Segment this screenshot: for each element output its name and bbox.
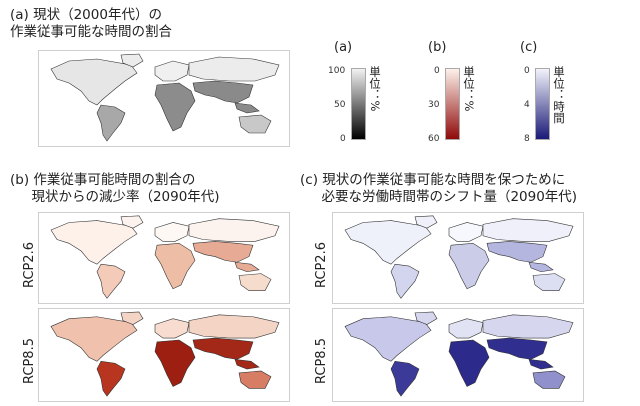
map-africa bbox=[448, 243, 490, 290]
colorbar-a-tick: 50 bbox=[334, 100, 346, 110]
map-asia-south bbox=[486, 241, 548, 263]
map-australia bbox=[532, 273, 566, 291]
map-africa bbox=[154, 339, 196, 387]
map-panel-b-rcp85 bbox=[38, 308, 290, 402]
map-south-america bbox=[390, 263, 420, 299]
colorbar-b-tick: 60 bbox=[428, 134, 440, 144]
map-greenland bbox=[120, 215, 144, 229]
map-asia-north bbox=[482, 218, 574, 242]
map-greenland bbox=[120, 53, 144, 68]
map-southeast-asia bbox=[528, 359, 554, 370]
colorbar-b-label: (b) bbox=[428, 40, 447, 55]
world-map bbox=[344, 215, 574, 299]
map-africa bbox=[154, 243, 196, 290]
colorbar-c bbox=[535, 68, 550, 140]
world-map bbox=[50, 53, 280, 142]
panel-b-title: (b) 作業従事可能時間の割合の 現状からの減少率（2090年代) bbox=[10, 172, 220, 205]
map-southeast-asia bbox=[234, 102, 260, 114]
map-south-america bbox=[96, 360, 126, 397]
world-map bbox=[344, 311, 574, 397]
map-asia-north bbox=[188, 314, 280, 339]
map-europe bbox=[154, 222, 190, 242]
scenario-label-rcp26-c: RCP2.6 bbox=[314, 242, 329, 288]
map-asia-north bbox=[188, 56, 280, 82]
map-south-america bbox=[390, 360, 420, 397]
map-africa bbox=[154, 82, 196, 132]
colorbar-a-tick: 0 bbox=[340, 134, 346, 144]
map-north-america bbox=[50, 316, 138, 362]
colorbar-a-unit: 単位：% bbox=[368, 66, 382, 112]
map-greenland bbox=[414, 215, 438, 229]
map-north-america bbox=[344, 220, 432, 265]
panel-c-title: (c) 現状の作業従事可能な時間を保つために 必要な労働時間帯のシフト量（209… bbox=[300, 172, 578, 205]
map-asia-north bbox=[188, 218, 280, 242]
map-panel-c-rcp26 bbox=[332, 212, 584, 304]
map-greenland bbox=[414, 311, 438, 325]
map-europe bbox=[154, 60, 190, 82]
colorbar-b-unit: 単位：% bbox=[462, 66, 476, 112]
map-panel-b-rcp26 bbox=[38, 212, 290, 304]
world-map bbox=[50, 311, 280, 397]
colorbar-b-tick: 30 bbox=[428, 100, 440, 110]
map-europe bbox=[448, 318, 484, 339]
map-australia bbox=[238, 273, 272, 291]
colorbar-a-tick: 100 bbox=[328, 66, 346, 76]
colorbar-a bbox=[351, 68, 366, 140]
colorbar-c-tick: 4 bbox=[524, 100, 530, 110]
colorbar-b bbox=[445, 68, 460, 140]
map-north-america bbox=[344, 316, 432, 362]
map-asia-south bbox=[192, 241, 254, 263]
map-europe bbox=[154, 318, 190, 339]
world-map bbox=[50, 215, 280, 299]
colorbar-b-tick: 0 bbox=[434, 66, 440, 76]
map-southeast-asia bbox=[234, 261, 260, 273]
map-north-america bbox=[50, 58, 138, 106]
map-greenland bbox=[120, 311, 144, 325]
map-north-america bbox=[50, 220, 138, 265]
map-south-america bbox=[96, 263, 126, 299]
colorbar-c-tick: 8 bbox=[524, 134, 530, 144]
map-southeast-asia bbox=[528, 261, 554, 273]
colorbar-c-label: (c) bbox=[520, 40, 538, 55]
map-europe bbox=[448, 222, 484, 242]
map-south-america bbox=[96, 104, 126, 142]
colorbar-c-tick: 0 bbox=[524, 66, 530, 76]
map-africa bbox=[448, 339, 490, 387]
map-panel-c-rcp85 bbox=[332, 308, 584, 402]
map-panel-a bbox=[38, 50, 290, 147]
scenario-label-rcp85-b: RCP8.5 bbox=[22, 338, 37, 384]
map-asia-south bbox=[486, 337, 548, 360]
scenario-label-rcp85-c: RCP8.5 bbox=[314, 338, 329, 384]
scenario-label-rcp26-b: RCP2.6 bbox=[22, 242, 37, 288]
map-australia bbox=[238, 114, 272, 134]
map-asia-north bbox=[482, 314, 574, 339]
map-asia-south bbox=[192, 337, 254, 360]
map-asia-south bbox=[192, 80, 254, 104]
map-southeast-asia bbox=[234, 359, 260, 370]
colorbar-c-unit: 単位：時間 bbox=[552, 66, 566, 124]
map-australia bbox=[532, 370, 566, 389]
map-australia bbox=[238, 370, 272, 389]
panel-a-title: (a) 現状（2000年代）の 作業従事可能な時間の割合 bbox=[10, 7, 172, 40]
colorbar-a-label: (a) bbox=[334, 40, 353, 55]
